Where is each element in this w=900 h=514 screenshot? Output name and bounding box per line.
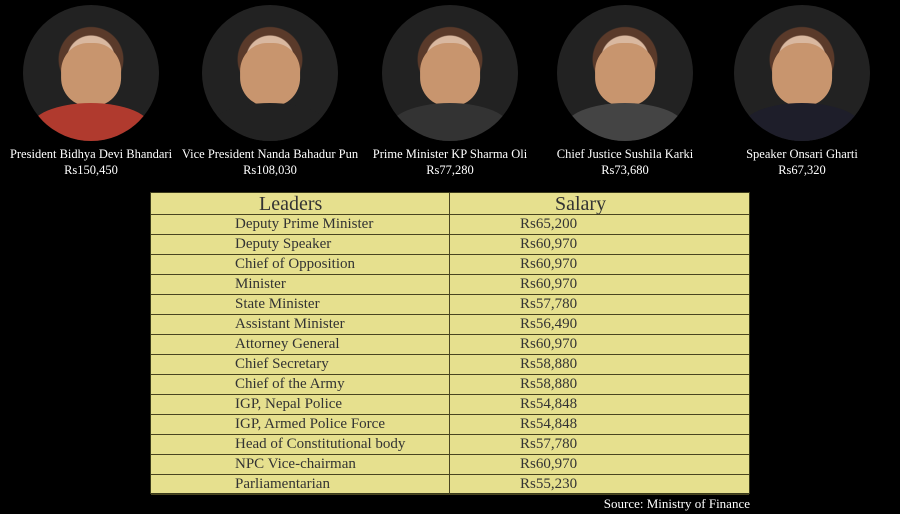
table-row: Deputy Prime Minister Rs65,200: [151, 215, 749, 235]
position-salary: Rs60,970: [520, 256, 578, 272]
leader-position: IGP, Nepal Police: [151, 395, 450, 414]
leader-position: Chief of Opposition: [151, 255, 450, 274]
leader-position: Minister: [151, 275, 450, 294]
position-salary: Rs60,970: [520, 336, 578, 352]
table-row: State Minister Rs57,780: [151, 295, 749, 315]
leader-position: Assistant Minister: [151, 315, 450, 334]
leader-position: Chief of the Army: [151, 375, 450, 394]
table-row: Chief Secretary Rs58,880: [151, 355, 749, 375]
leader-portrait: [557, 5, 693, 141]
leader-position: Head of Constitutional body: [151, 435, 450, 454]
table-row: Chief of the Army Rs58,880: [151, 375, 749, 395]
leader-portrait: [382, 5, 518, 141]
table-row: Assistant Minister Rs56,490: [151, 315, 749, 335]
position-salary: Rs60,970: [520, 456, 578, 472]
leader-name: Chief Justice Sushila Karki: [556, 147, 694, 161]
table-row: Parliamentarian Rs55,230: [151, 475, 749, 495]
leader-position: State Minister: [151, 295, 450, 314]
leader-salary: Rs77,280: [426, 163, 474, 177]
leader-salary: Rs73,680: [601, 163, 649, 177]
position-salary: Rs54,848: [520, 416, 578, 432]
leader-card: Speaker Onsari Gharti Rs67,320: [712, 5, 892, 178]
leader-name: President Bidhya Devi Bhandari: [9, 147, 173, 161]
table-row: IGP, Armed Police Force Rs54,848: [151, 415, 749, 435]
leader-card: Vice President Nanda Bahadur Pun Rs108,0…: [180, 5, 360, 178]
position-salary: Rs60,970: [520, 276, 578, 292]
leader-name: Prime Minister KP Sharma Oli: [372, 147, 528, 161]
table-row: Attorney General Rs60,970: [151, 335, 749, 355]
table-row: Minister Rs60,970: [151, 275, 749, 295]
header-salary: Salary: [555, 193, 607, 215]
position-salary: Rs55,230: [520, 476, 578, 492]
leader-position: Deputy Speaker: [151, 235, 450, 254]
position-salary: Rs56,490: [520, 316, 578, 332]
leader-position: Attorney General: [151, 335, 450, 354]
leader-salary: Rs108,030: [243, 163, 297, 177]
leader-portrait: [734, 5, 870, 141]
position-salary: Rs58,880: [520, 356, 578, 372]
table-row: NPC Vice-chairman Rs60,970: [151, 455, 749, 475]
leader-portrait: [23, 5, 159, 141]
position-salary: Rs57,780: [520, 436, 578, 452]
leader-salary: Rs67,320: [778, 163, 826, 177]
leader-card: Chief Justice Sushila Karki Rs73,680: [535, 5, 715, 178]
source-note: Source: Ministry of Finance: [603, 496, 750, 511]
leader-card: Prime Minister KP Sharma Oli Rs77,280: [360, 5, 540, 178]
position-salary: Rs58,880: [520, 376, 578, 392]
leader-portrait: [202, 5, 338, 141]
position-salary: Rs65,200: [520, 216, 578, 232]
leader-position: Chief Secretary: [151, 355, 450, 374]
leader-card: President Bidhya Devi Bhandari Rs150,450: [1, 5, 181, 178]
position-salary: Rs54,848: [520, 396, 578, 412]
leader-name: Speaker Onsari Gharti: [746, 147, 858, 161]
header-leaders: Leaders: [151, 193, 450, 215]
salary-table: Leaders Salary Deputy Prime Minister Rs65…: [150, 192, 750, 495]
table-row: Chief of Opposition Rs60,970: [151, 255, 749, 275]
table-header: Leaders Salary: [151, 193, 749, 215]
table-row: IGP, Nepal Police Rs54,848: [151, 395, 749, 415]
table-row: Deputy Speaker Rs60,970: [151, 235, 749, 255]
leader-name: Vice President Nanda Bahadur Pun: [181, 147, 359, 161]
table-row: Head of Constitutional body Rs57,780: [151, 435, 749, 455]
leader-salary: Rs150,450: [64, 163, 118, 177]
position-salary: Rs57,780: [520, 296, 578, 312]
position-salary: Rs60,970: [520, 236, 578, 252]
leader-position: Deputy Prime Minister: [151, 215, 450, 234]
leader-position: Parliamentarian: [151, 475, 450, 494]
leader-position: IGP, Armed Police Force: [151, 415, 450, 434]
leader-position: NPC Vice-chairman: [151, 455, 450, 474]
